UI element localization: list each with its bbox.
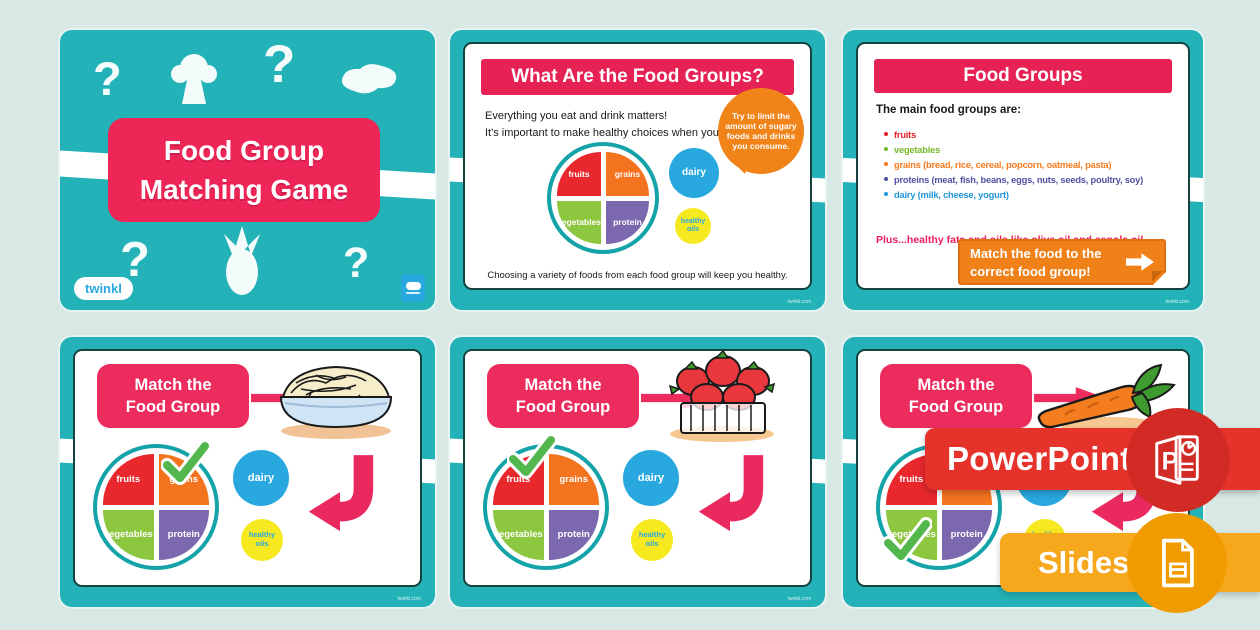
- healthy-oils-line1: healthy: [680, 217, 706, 225]
- myplate-diagram: fruits grains vegetables protein: [547, 142, 659, 254]
- broccoli-silhouette: [170, 52, 218, 106]
- footer-text: Choosing a variety of foods from each fo…: [487, 270, 788, 281]
- question-mark-silhouette: ?: [93, 52, 122, 105]
- healthy-oils-circle: healthy oils: [675, 208, 711, 244]
- list-item: grains (bread, rice, cereal, popcorn, oa…: [884, 160, 1143, 170]
- match-box-line1: Match the: [917, 375, 995, 394]
- question-mark-silhouette: ?: [120, 233, 150, 287]
- powerpoint-label: PowerPoint: [947, 440, 1132, 477]
- healthy-oils-line2: oils: [255, 539, 269, 548]
- bullet-label: vegetables: [894, 145, 941, 155]
- bullet-label: dairy (milk, cheese, yogurt): [894, 190, 1009, 200]
- twinkl-logo: twinkl: [74, 277, 133, 300]
- healthy-oils-line2: oils: [686, 226, 700, 233]
- watermark: twinkl.com: [397, 596, 421, 602]
- checkmark-icon: [881, 517, 933, 568]
- intro-text: The main food groups are:: [876, 104, 1022, 116]
- title-line-2: Matching Game: [139, 174, 349, 205]
- noodles-bowl-illustration: [257, 353, 415, 444]
- title-line-1: Food Group: [163, 134, 325, 166]
- list-item: fruits: [884, 130, 1143, 140]
- match-box-line2: Food Group: [908, 398, 1004, 416]
- plate-vegetables: vegetables: [493, 509, 544, 560]
- slide-thumbnail-food-groups-list[interactable]: Food Groups The main food groups are: fr…: [843, 30, 1203, 310]
- match-box-line1: Match the: [134, 375, 212, 394]
- slide-card: Match the Food Group: [463, 349, 812, 587]
- match-box-line1: Match the: [524, 375, 602, 394]
- meat-silhouette: [338, 60, 400, 98]
- slides-label: Slides: [1038, 544, 1130, 580]
- curved-arrow-icon: [301, 449, 379, 552]
- cta-text: Match the food to the correct food group…: [970, 246, 1102, 280]
- speech-bubble: Try to limit the amount of sugary foods …: [718, 88, 804, 174]
- bullet-label: proteins (meat, fish, beans, eggs, nuts,…: [894, 175, 1144, 185]
- checkmark-icon: [160, 439, 212, 490]
- pineapple-silhouette: [220, 226, 264, 296]
- healthy-oils-circle: healthy oils: [241, 519, 283, 561]
- bullet-dot: [884, 147, 888, 151]
- bullet-dot: [884, 132, 888, 136]
- plate-vegetables: vegetables: [557, 200, 601, 244]
- curved-arrow-icon: [691, 449, 769, 552]
- bullet-dot: [884, 162, 888, 166]
- healthy-oils-circle: healthy oils: [631, 519, 673, 561]
- slide-header: What Are the Food Groups?: [481, 59, 794, 95]
- bullet-label: grains (bread, rice, cereal, popcorn, oa…: [894, 160, 1112, 170]
- watermark: twinkl.com: [787, 299, 811, 305]
- list-item: vegetables: [884, 145, 1143, 155]
- slide-thumbnail-match-strawberries[interactable]: Match the Food Group: [450, 337, 825, 607]
- watermark: twinkl.com: [787, 596, 811, 602]
- match-box: Match the Food Group: [97, 364, 249, 428]
- powerpoint-icon: P: [1155, 435, 1199, 485]
- plate-grains: grains: [605, 152, 649, 196]
- plate-protein: protein: [605, 200, 649, 244]
- strawberries-basket-illustration: [655, 349, 790, 448]
- bullet-dot: [884, 192, 888, 196]
- intro-line-1: Everything you eat and drink matters!: [485, 110, 668, 122]
- plate-protein: protein: [941, 509, 992, 560]
- match-box: Match the Food Group: [880, 364, 1032, 428]
- slide-thumbnail-what-are-food-groups[interactable]: What Are the Food Groups? Everything you…: [450, 30, 825, 310]
- google-slides-icon: [1162, 538, 1194, 588]
- twinkl-quality-badge-icon: [401, 274, 425, 302]
- google-slides-icon-circle[interactable]: [1127, 513, 1227, 613]
- plate-fruits: fruits: [557, 152, 601, 196]
- plate-fruits: fruits: [103, 454, 154, 505]
- question-mark-silhouette: ?: [343, 239, 370, 287]
- bullet-dot: [884, 177, 888, 181]
- list-item: proteins (meat, fish, beans, eggs, nuts,…: [884, 175, 1143, 185]
- healthy-oils-line1: healthy: [248, 530, 276, 540]
- dairy-circle: dairy: [669, 148, 719, 198]
- dairy-circle: dairy: [233, 450, 289, 506]
- plate-protein: protein: [548, 509, 599, 560]
- match-box-line2: Food Group: [515, 398, 611, 416]
- powerpoint-icon-letter: P: [1162, 448, 1179, 476]
- watermark: twinkl.com: [1165, 299, 1189, 305]
- plate-protein: protein: [158, 509, 209, 560]
- slide-thumbnail-title[interactable]: ? ? Food Group Matching Game ? ? twinkl: [60, 30, 435, 310]
- dairy-circle: dairy: [623, 450, 679, 506]
- slide-card: Food Groups The main food groups are: fr…: [856, 42, 1190, 290]
- slide-thumbnail-match-noodles[interactable]: Match the Food Group: [60, 337, 435, 607]
- powerpoint-icon-circle[interactable]: P: [1126, 408, 1230, 512]
- slide-card: What Are the Food Groups? Everything you…: [463, 42, 812, 290]
- cta-box: Match the food to the correct food group…: [958, 239, 1167, 286]
- healthy-oils-line1: healthy: [638, 530, 666, 540]
- healthy-oils-line2: oils: [645, 539, 659, 548]
- arrow-right-icon: [1126, 253, 1154, 271]
- title-box: Food Group Matching Game: [108, 118, 380, 222]
- slide-header: Food Groups: [874, 59, 1172, 93]
- bullet-label: fruits: [894, 130, 917, 140]
- food-group-list: fruits vegetables grains (bread, rice, c…: [884, 130, 1143, 205]
- intro-text: Everything you eat and drink matters! It…: [485, 108, 740, 141]
- list-item: dairy (milk, cheese, yogurt): [884, 190, 1143, 200]
- match-box-line2: Food Group: [125, 398, 221, 416]
- match-box: Match the Food Group: [487, 364, 639, 428]
- intro-line-2: It's important to make healthy choices w…: [485, 126, 741, 139]
- plate-vegetables: vegetables: [103, 509, 154, 560]
- question-mark-silhouette: ?: [263, 35, 296, 94]
- checkmark-icon: [506, 433, 558, 484]
- slide-card: Match the Food Group: [73, 349, 422, 587]
